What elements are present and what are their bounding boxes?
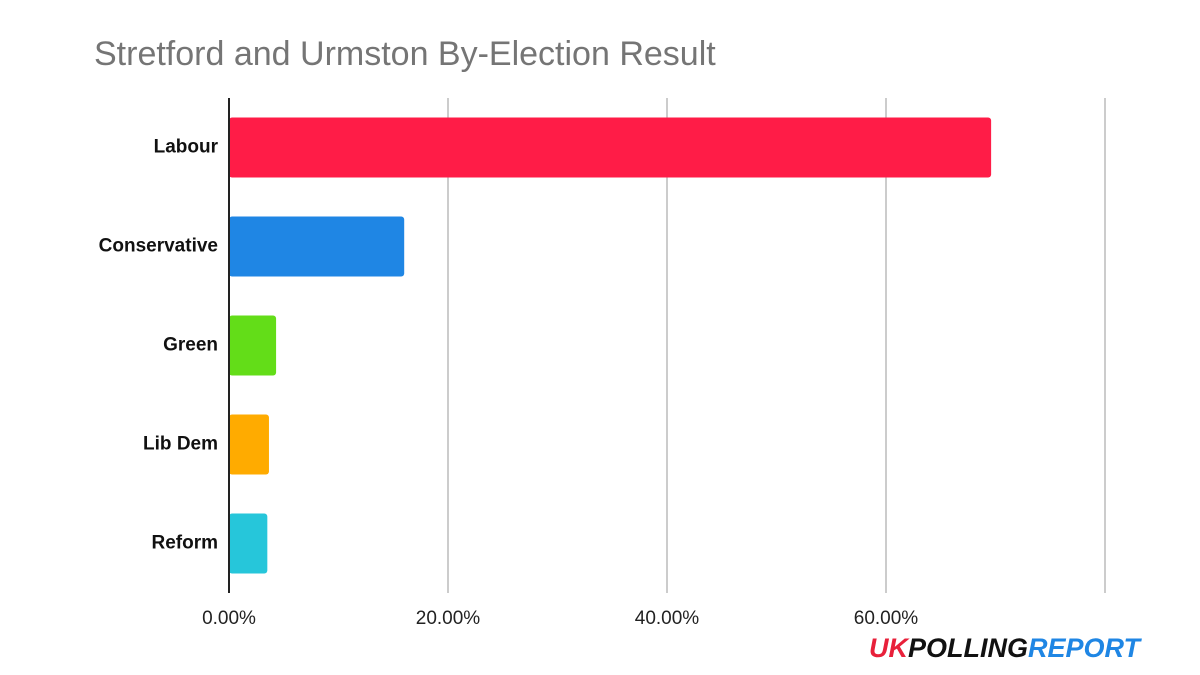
bar (229, 315, 277, 376)
y-tick-label: Lib Dem (143, 434, 218, 455)
y-tick-label: Conservative (99, 236, 218, 257)
y-tick-label: Reform (151, 533, 218, 554)
x-tick-label: 20.00% (416, 608, 481, 629)
logo: UKPOLLINGREPORT (869, 633, 1143, 663)
logo-part: POLLING (908, 633, 1028, 663)
bar (229, 513, 268, 574)
x-tick-label: 40.00% (635, 608, 700, 629)
bar (229, 414, 269, 475)
x-tick-label: 60.00% (854, 608, 919, 629)
logo-part: REPORT (1028, 633, 1143, 663)
chart-title: Stretford and Urmston By-Election Result (94, 35, 716, 73)
logo-part: UK (869, 633, 910, 663)
bar (229, 216, 405, 277)
y-tick-label: Labour (154, 137, 219, 158)
x-tick-label: 0.00% (202, 608, 256, 629)
bar (229, 117, 992, 178)
y-tick-label: Green (163, 335, 218, 356)
